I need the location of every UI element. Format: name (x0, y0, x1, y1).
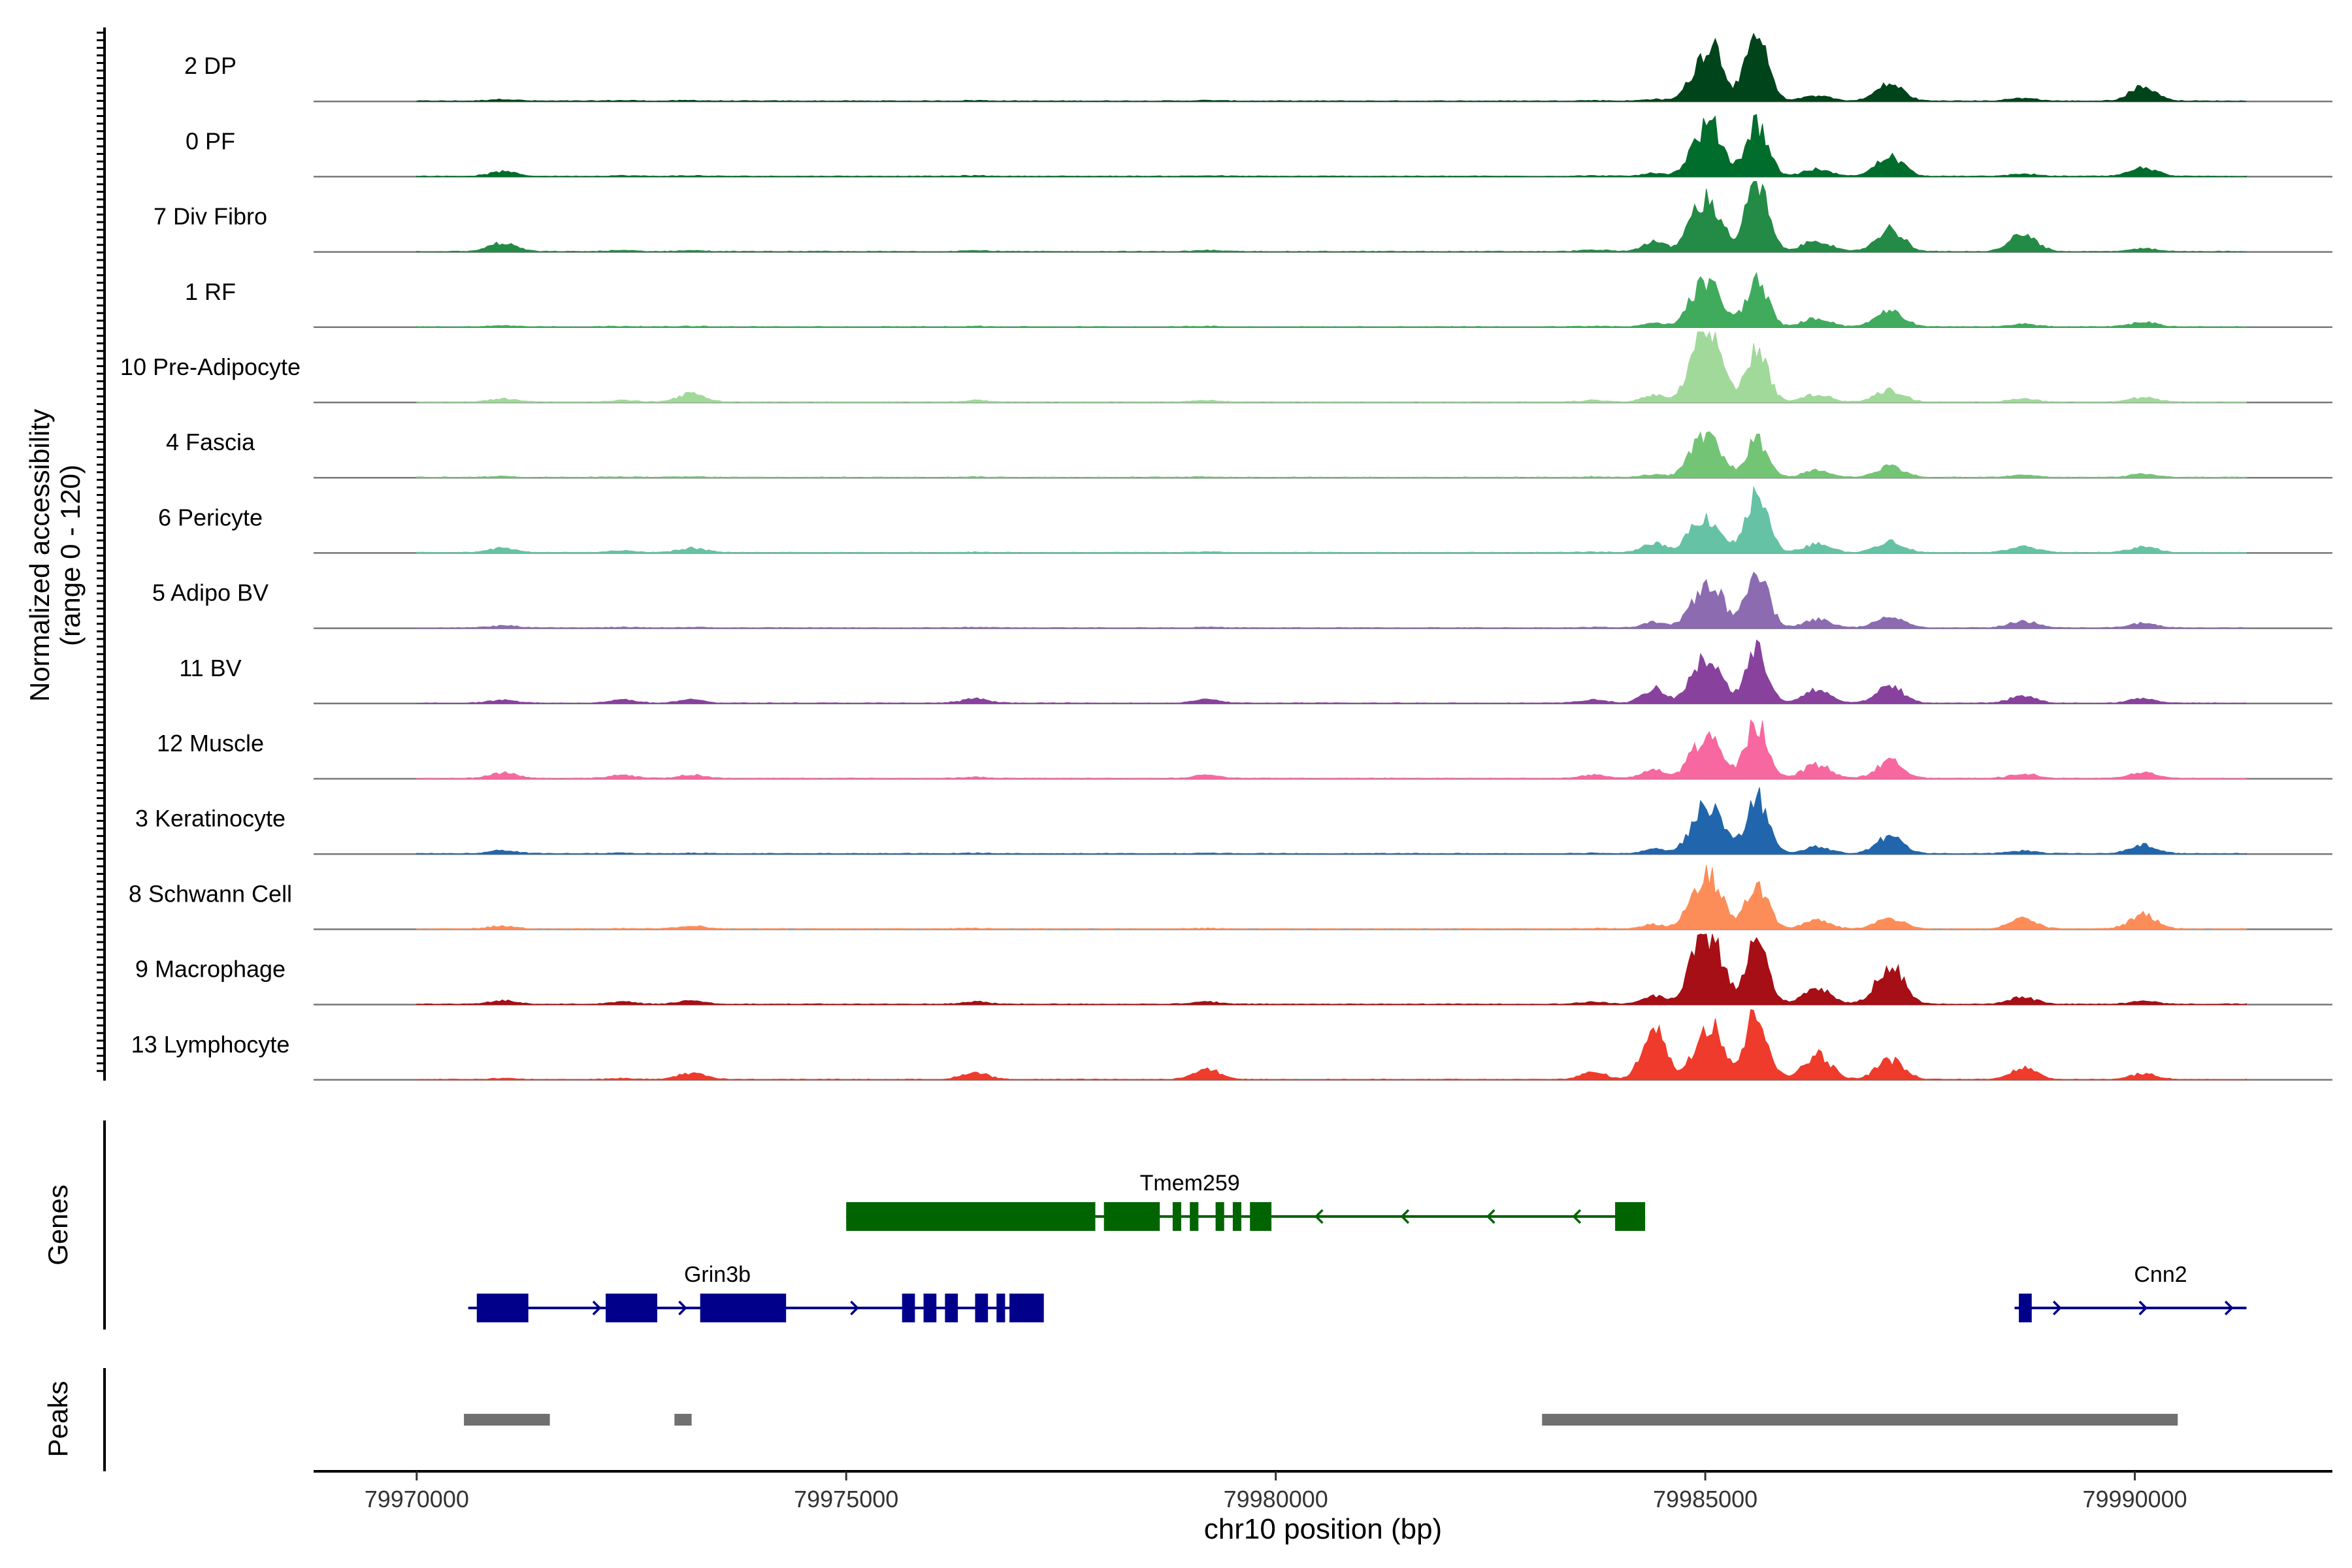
coverage-tracks: 2 DP 0 PF 7 Div Fibro 1 RF 10 Pre-Adipocyte 4… (120, 33, 2332, 1081)
y-axis-label: Normalized accessibility (24, 409, 55, 702)
gene-exon (1190, 1202, 1199, 1231)
coverage-area (416, 431, 2247, 478)
gene-cnn2: Cnn2 (2014, 1262, 2247, 1322)
track-label: 6 Pericyte (158, 504, 263, 531)
x-axis: 79970000 79975000 79980000 79985000 79990000 (365, 1471, 2187, 1512)
coverage-area (416, 787, 2247, 855)
strand-arrow (592, 1300, 602, 1316)
track-10-pre-adipocyte: 10 Pre-Adipocyte (120, 331, 2332, 404)
track-label: 9 Macrophage (135, 956, 286, 983)
track-6-pericyte: 6 Pericyte (158, 485, 2332, 554)
gene-annotations: Tmem259 Grin3b Cnn2 (468, 1171, 2247, 1322)
x-tick-label: 79980000 (1224, 1486, 1328, 1512)
genes-panel-label: Genes (42, 1184, 73, 1266)
gene-exon (975, 1294, 988, 1322)
gene-exon (846, 1202, 1096, 1231)
gene-exon (2019, 1294, 2032, 1322)
gene-label: Tmem259 (1140, 1171, 1240, 1196)
track-label: 8 Schwann Cell (129, 880, 292, 907)
coverage-area (416, 934, 2247, 1005)
coverage-area (416, 271, 2247, 328)
gene-exon (902, 1294, 915, 1322)
track-label: 7 Div Fibro (154, 203, 267, 230)
gene-exon (700, 1294, 787, 1322)
y-axis-range-label: (range 0 - 120) (55, 465, 86, 646)
track-8-schwann-cell: 8 Schwann Cell (129, 864, 2332, 930)
strand-arrow (1314, 1209, 1324, 1224)
track-label: 11 BV (179, 655, 241, 681)
gene-exon (945, 1294, 958, 1322)
track-9-macrophage: 9 Macrophage (135, 934, 2332, 1005)
track-12-muscle: 12 Muscle (157, 719, 2332, 780)
track-4-fascia: 4 Fascia (166, 429, 2332, 479)
gene-exon (1009, 1294, 1044, 1322)
x-tick-label: 79970000 (365, 1486, 469, 1512)
coverage-area (416, 864, 2247, 930)
coverage-area (416, 719, 2247, 779)
x-tick-label: 79985000 (1653, 1486, 1757, 1512)
gene-exon (476, 1294, 529, 1322)
track-3-keratinocyte: 3 Keratinocyte (135, 787, 2332, 855)
gene-exon (1250, 1202, 1272, 1231)
strand-arrow (1486, 1209, 1495, 1224)
track-label: 10 Pre-Adipocyte (120, 353, 301, 380)
strand-arrow (850, 1300, 859, 1316)
gene-exon (1615, 1202, 1646, 1231)
strand-arrow (2138, 1300, 2148, 1316)
strand-arrow (1400, 1209, 1410, 1224)
track-0-pf: 0 PF (186, 114, 2332, 178)
gene-exon (996, 1294, 1005, 1322)
track-1-rf: 1 RF (185, 271, 2332, 329)
coverage-area (416, 331, 2247, 403)
gene-grin3b: Grin3b (468, 1262, 1044, 1322)
coverage-area (416, 485, 2247, 553)
gene-exon (606, 1294, 657, 1322)
x-tick-label: 79975000 (794, 1486, 898, 1512)
strand-arrow (678, 1300, 687, 1316)
track-5-adipo-bv: 5 Adipo BV (152, 572, 2332, 629)
peak-region (674, 1414, 692, 1426)
coverage-area (416, 1009, 2247, 1081)
x-tick-label: 79990000 (2083, 1486, 2187, 1512)
peak-region (464, 1414, 550, 1426)
strand-arrow (2052, 1300, 2062, 1316)
track-11-bv: 11 BV (179, 639, 2332, 705)
x-axis-label: chr10 position (bp) (1204, 1513, 1442, 1545)
gene-tmem259: Tmem259 (846, 1171, 1646, 1231)
gene-exon (923, 1294, 937, 1322)
coverage-area (416, 639, 2247, 704)
coverage-area (416, 181, 2247, 253)
track-label: 3 Keratinocyte (135, 805, 286, 832)
y-axis-minor-ticks (97, 31, 105, 1072)
track-label: 13 Lymphocyte (131, 1031, 290, 1058)
strand-arrow (2224, 1300, 2234, 1316)
peak-region (1542, 1414, 2178, 1426)
track-2-dp: 2 DP (184, 33, 2332, 103)
gene-exon (1232, 1202, 1241, 1231)
peaks-panel-label: Peaks (42, 1381, 73, 1458)
track-label: 12 Muscle (157, 730, 264, 757)
peak-annotations (464, 1414, 2178, 1426)
coverage-area (416, 114, 2247, 177)
track-label: 4 Fascia (166, 429, 255, 455)
gene-exon (1172, 1202, 1181, 1231)
track-label: 0 PF (186, 127, 235, 154)
coverage-area (416, 572, 2247, 629)
gene-exon (1215, 1202, 1224, 1231)
gene-exon (1103, 1202, 1160, 1231)
track-13-lymphocyte: 13 Lymphocyte (131, 1009, 2332, 1081)
strand-arrow (1572, 1209, 1582, 1224)
gene-label: Cnn2 (2134, 1262, 2187, 1287)
track-label: 2 DP (184, 52, 237, 79)
coverage-area (416, 33, 2247, 102)
gene-label: Grin3b (684, 1262, 751, 1287)
track-7-div-fibro: 7 Div Fibro (154, 181, 2332, 253)
track-label: 5 Adipo BV (152, 580, 269, 606)
track-label: 1 RF (185, 278, 236, 305)
